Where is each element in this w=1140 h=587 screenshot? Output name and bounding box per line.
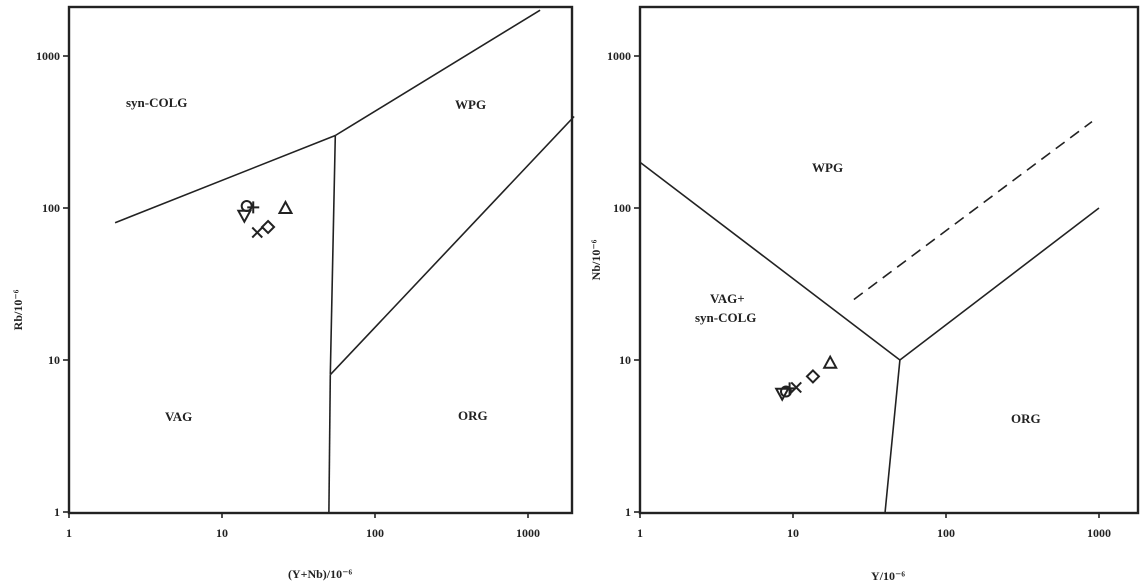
region-label: VAG — [165, 409, 192, 424]
y-axis-label: Nb/10⁻⁶ — [589, 239, 603, 280]
plus-marker — [783, 382, 796, 395]
y-tick-label: 100 — [42, 201, 60, 215]
region-label: syn-COLG — [695, 310, 756, 325]
plot-frame — [67, 5, 574, 515]
x-marker — [790, 381, 802, 394]
x-tick-label: 10 — [216, 526, 228, 540]
boundary-line — [884, 359, 901, 513]
x-tick-label: 1 — [66, 526, 72, 540]
x-tick-label: 1 — [637, 526, 643, 540]
boundaries — [639, 120, 1100, 513]
boundary-line — [328, 374, 332, 513]
boundary-line — [639, 161, 901, 361]
y-tick-label: 1 — [54, 505, 60, 519]
x-axis-label: (Y+Nb)/10⁻⁶ — [288, 567, 353, 581]
y-ticks: 1 10 100 1000 — [607, 49, 640, 519]
y-tick-label: 1 — [625, 505, 631, 519]
y-tick-label: 10 — [48, 353, 60, 367]
boundary-line — [114, 134, 336, 224]
chart-rb-vs-ynb: 1 10 100 1000 1 10 100 1000 syn-COLG WPG VAG O… — [11, 5, 575, 581]
y-tick-label: 1000 — [607, 49, 631, 63]
triangle-up-marker — [277, 199, 294, 214]
x-tick-label: 100 — [937, 526, 955, 540]
region-label: ORG — [1011, 411, 1041, 426]
x-ticks: 1 10 100 1000 — [637, 512, 1111, 540]
region-label: VAG+ — [710, 291, 745, 306]
region-label: WPG — [812, 160, 843, 175]
y-tick-label: 1000 — [36, 49, 60, 63]
x-axis-label: Y/10⁻⁶ — [871, 569, 905, 583]
x-tick-label: 10 — [787, 526, 799, 540]
diamond-marker — [805, 368, 821, 384]
y-tick-label: 100 — [613, 201, 631, 215]
data-points — [236, 199, 294, 239]
y-axis-label: Rb/10⁻⁶ — [11, 289, 25, 330]
data-points — [774, 354, 838, 402]
boundary-line — [334, 9, 541, 137]
boundaries — [114, 9, 575, 513]
x-tick-label: 1000 — [1087, 526, 1111, 540]
x-tick-label: 1000 — [516, 526, 540, 540]
circle-marker — [240, 200, 253, 213]
triangle-up-marker — [822, 354, 838, 369]
x-tick-label: 100 — [366, 526, 384, 540]
diamond-marker — [260, 219, 276, 235]
boundary-line — [329, 115, 575, 376]
boundary-line — [899, 207, 1100, 361]
boundary-line — [853, 120, 1093, 301]
plus-marker — [247, 201, 260, 214]
region-label: syn-COLG — [126, 95, 187, 110]
y-tick-label: 10 — [619, 353, 631, 367]
region-label: ORG — [458, 408, 488, 423]
triangle-down-marker — [236, 209, 253, 224]
x-ticks: 1 10 100 1000 — [66, 512, 540, 540]
region-label: WPG — [455, 97, 486, 112]
boundary-line — [329, 135, 337, 375]
y-ticks: 1 10 100 1000 — [36, 49, 69, 519]
x-marker — [251, 226, 263, 239]
plot-frame — [638, 5, 1140, 515]
